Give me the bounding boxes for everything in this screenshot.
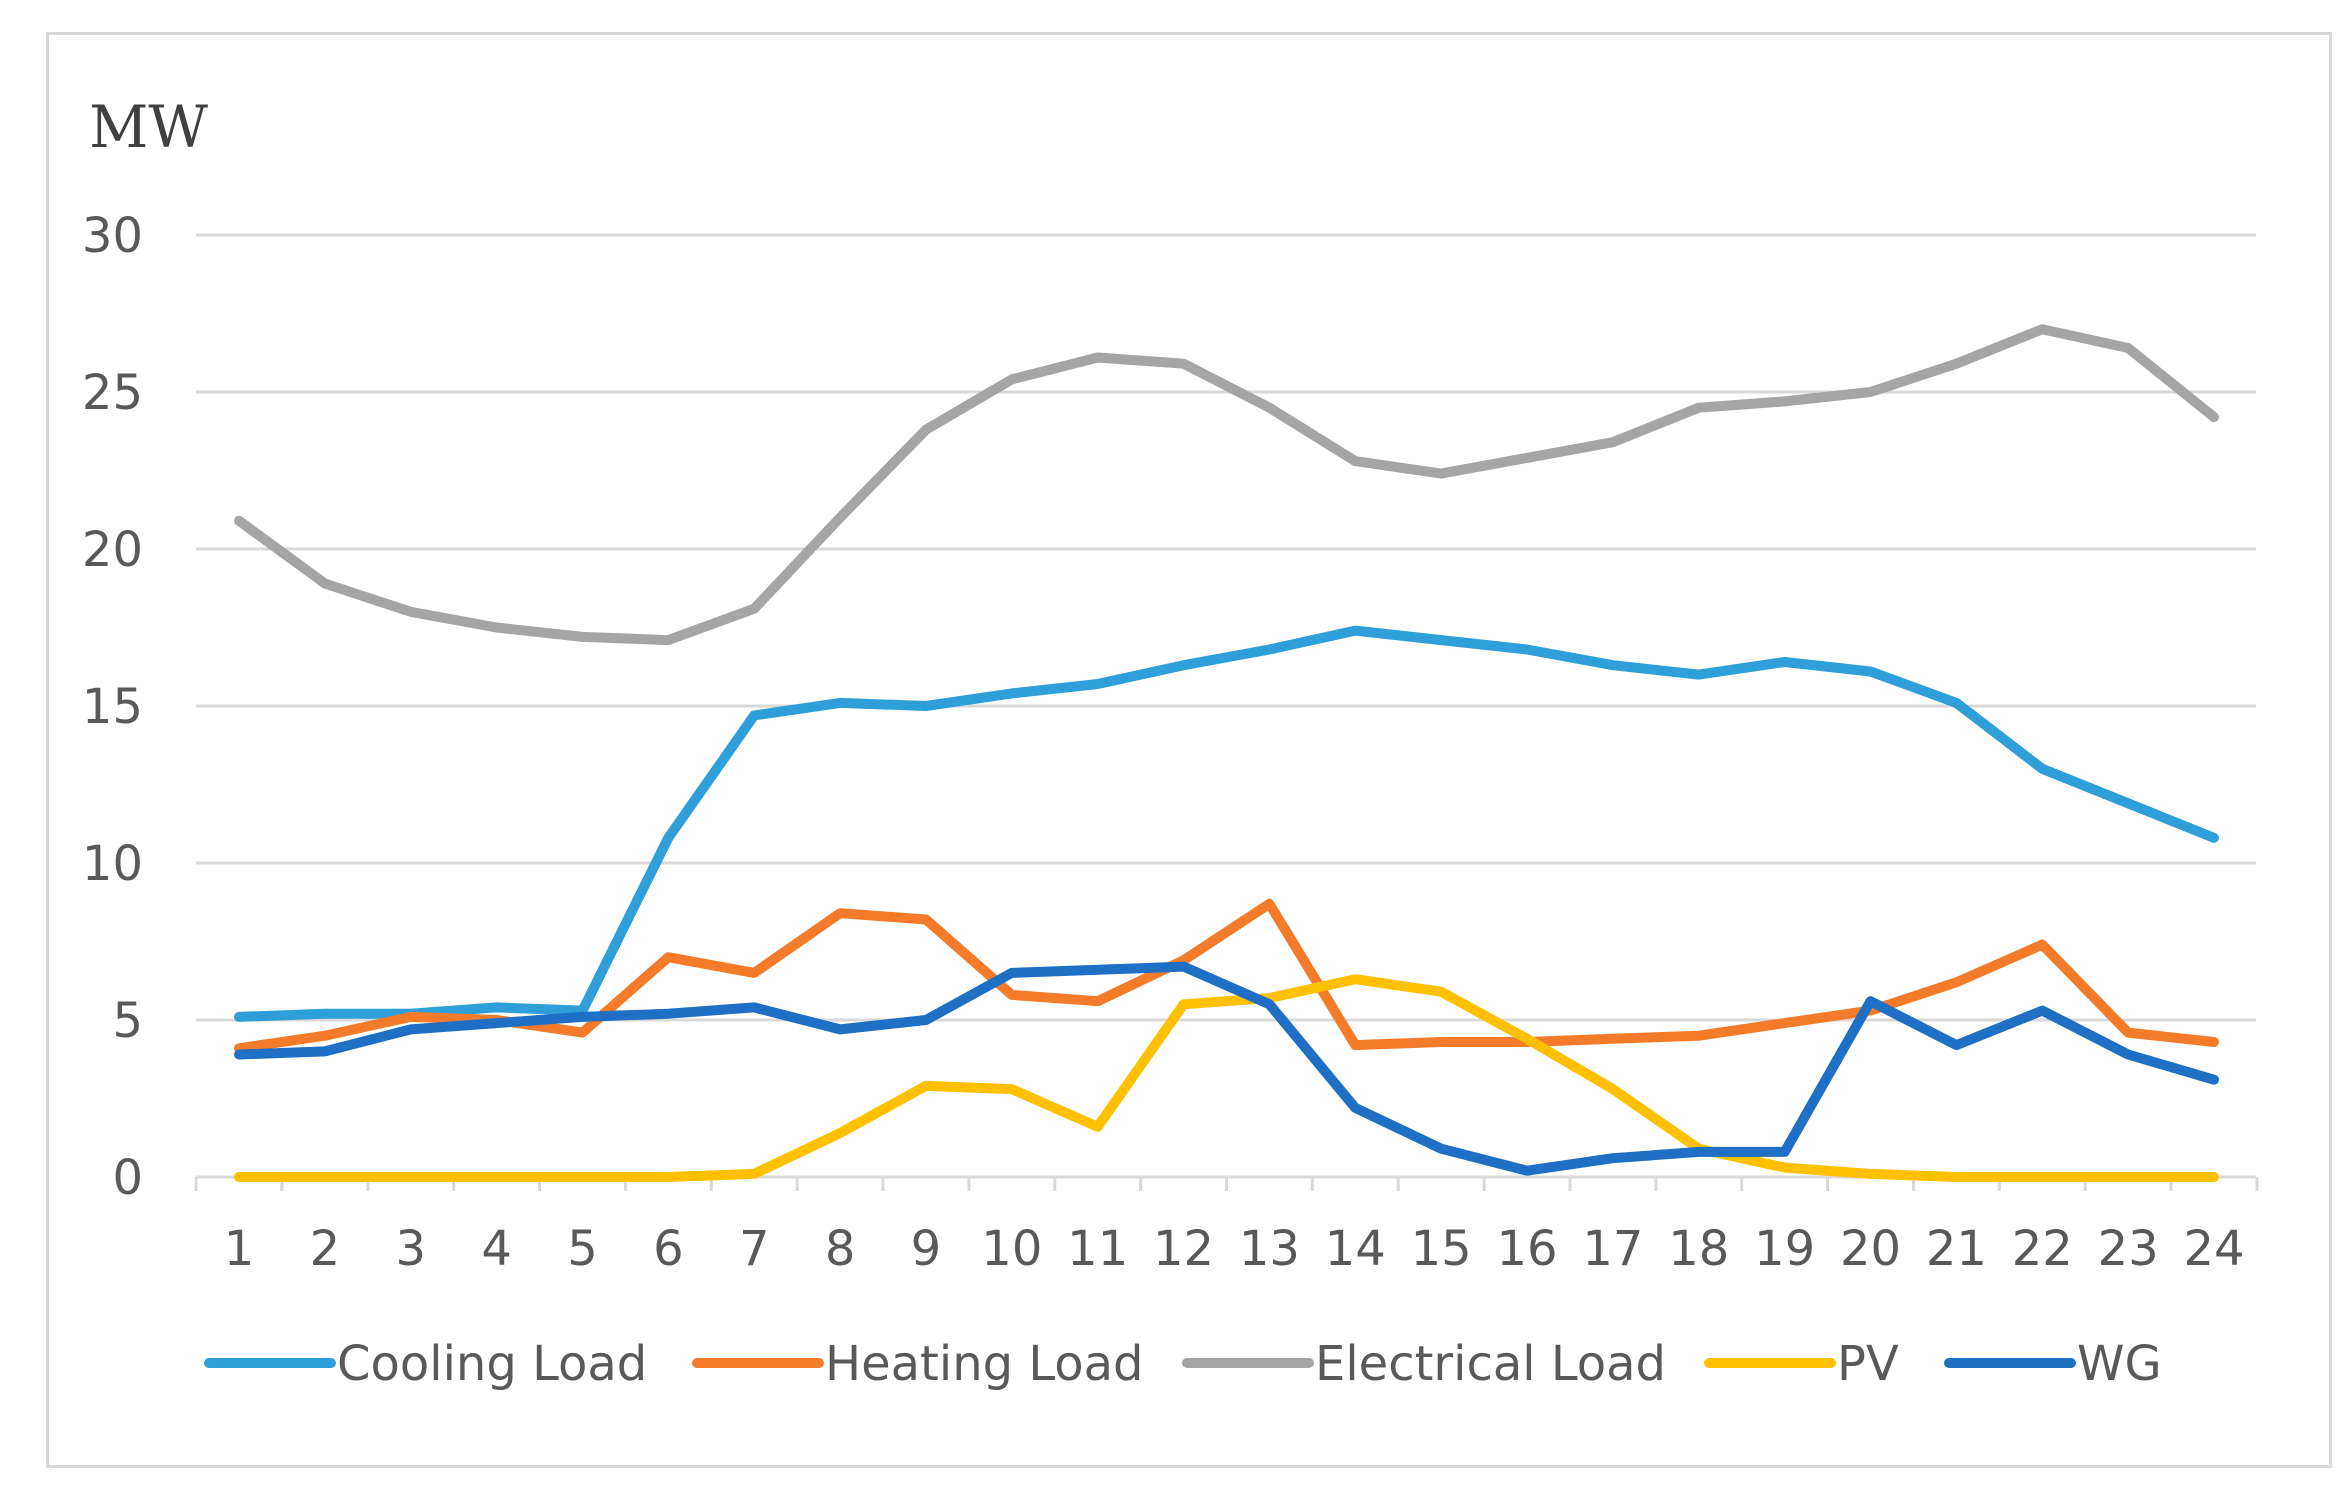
x-tick-label: 15 xyxy=(1411,1221,1472,1277)
x-tick-label: 9 xyxy=(911,1221,942,1277)
x-tick-label: 4 xyxy=(481,1221,512,1277)
y-tick-label: 10 xyxy=(82,836,143,892)
x-tick-label: 19 xyxy=(1754,1221,1815,1277)
x-tick-label: 5 xyxy=(567,1221,598,1277)
y-tick-label: 30 xyxy=(82,208,143,264)
x-tick-label: 17 xyxy=(1582,1221,1643,1277)
x-tick-label: 7 xyxy=(739,1221,770,1277)
x-tick-label: 8 xyxy=(825,1221,856,1277)
x-tick-label: 23 xyxy=(2098,1221,2159,1277)
x-tick-label: 2 xyxy=(310,1221,341,1277)
x-tick-label: 6 xyxy=(653,1221,684,1277)
legend-label: Heating Load xyxy=(825,1336,1144,1392)
y-tick-label: 0 xyxy=(112,1150,143,1206)
x-tick-label: 1 xyxy=(224,1221,255,1277)
legend-entry-wg: WG xyxy=(1944,1336,2162,1392)
x-tick-label: 22 xyxy=(2012,1221,2073,1277)
x-tick-label: 14 xyxy=(1325,1221,1386,1277)
legend-entry-pv: PV xyxy=(1704,1336,1899,1392)
y-tick-label: 25 xyxy=(82,365,143,421)
series-line-electrical-load xyxy=(234,324,2219,646)
y-axis-unit-label: MW xyxy=(89,93,208,161)
x-tick-label: 21 xyxy=(1926,1221,1987,1277)
x-tick-label: 18 xyxy=(1668,1221,1729,1277)
x-tick-label: 3 xyxy=(395,1221,426,1277)
legend: Cooling Load Heating Load Electrical Load P… xyxy=(204,1336,2162,1392)
x-tick-label: 11 xyxy=(1067,1221,1128,1277)
series-line-cooling-load xyxy=(234,625,2219,1022)
x-tick-label: 16 xyxy=(1497,1221,1558,1277)
chart-frame: 0 5 10 15 20 25 30 1 2 3 4 5 6 7 8 9 10 11 12 13 14 15 16 17 18 1… xyxy=(46,32,2332,1468)
x-tick-label: 12 xyxy=(1153,1221,1214,1277)
x-tick-label: 10 xyxy=(981,1221,1042,1277)
series-line-wg xyxy=(234,961,2219,1176)
series-line-pv xyxy=(234,974,2219,1182)
series-lines xyxy=(234,324,2219,1182)
legend-entry-heating-load: Heating Load xyxy=(692,1336,1144,1392)
x-tick-label: 20 xyxy=(1840,1221,1901,1277)
y-tick-label: 15 xyxy=(82,679,143,735)
y-tick-label: 20 xyxy=(82,522,143,578)
legend-label: Cooling Load xyxy=(337,1336,647,1392)
x-tick-label: 13 xyxy=(1239,1221,1300,1277)
legend-entry-cooling-load: Cooling Load xyxy=(204,1336,647,1392)
x-tick-label: 24 xyxy=(2183,1221,2244,1277)
y-tick-label: 5 xyxy=(112,993,143,1049)
legend-label: PV xyxy=(1837,1336,1899,1392)
legend-label: Electrical Load xyxy=(1315,1336,1666,1392)
legend-entry-electrical-load: Electrical Load xyxy=(1182,1336,1666,1392)
legend-label: WG xyxy=(2077,1336,2162,1392)
